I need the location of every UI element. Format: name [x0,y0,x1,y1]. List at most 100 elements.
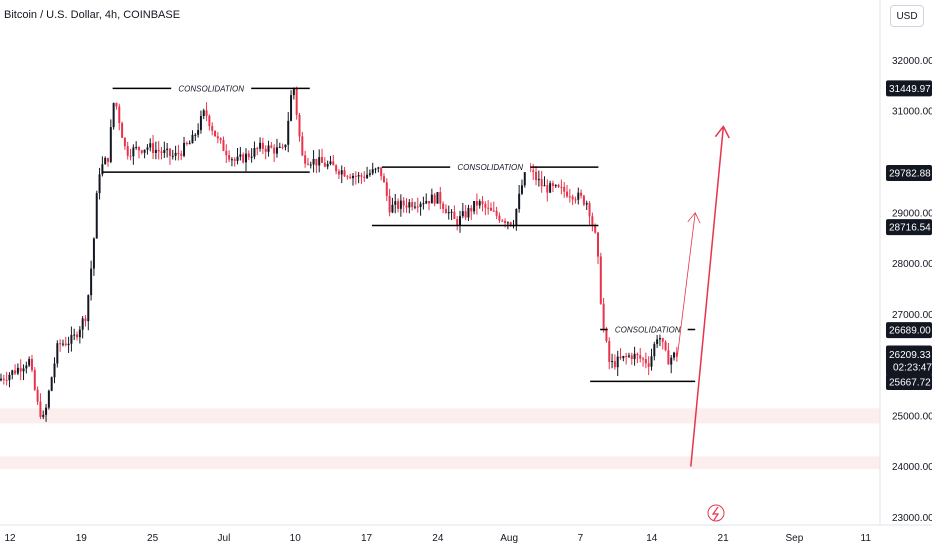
x-tick-label: 24 [432,533,444,544]
candle-body [529,168,532,171]
candle-body [461,211,464,217]
candle-body [250,156,253,158]
candle-body [14,370,17,374]
candle-body [574,199,577,201]
candle-body [199,116,202,131]
price-label [886,322,932,339]
candle-body [211,126,214,131]
x-tick-label: Aug [500,533,518,544]
candle-body [563,186,566,192]
candle-body [50,377,53,391]
lightning-icon-bolt [711,506,720,521]
candle-body [354,175,357,177]
candle-body [402,200,405,206]
candle-body [90,268,93,296]
candle-body [194,134,197,136]
candle-body [450,211,453,213]
candle-body [349,176,352,179]
candle-body [112,103,115,128]
candle-body [549,183,552,193]
candle-body [315,158,318,166]
candle-body [185,142,188,144]
projection-arrow-small-shaft [677,212,696,355]
candle-body [658,337,661,340]
candle-body [580,192,583,196]
candle-body [30,358,33,371]
price-label [886,80,932,97]
candle-body [191,134,194,144]
candle-body [244,153,247,163]
candle-body [391,204,394,213]
candle-body [399,200,402,209]
candle-body [419,203,422,208]
candle-body [152,143,155,154]
candle-body [208,115,211,127]
consolidation-label: CONSOLIDATION [178,84,244,93]
consolidation-label: CONSOLIDATION [615,326,681,335]
candle-body [467,207,470,218]
candle-body [323,162,326,167]
candle-body [188,143,191,145]
currency-button[interactable]: USD [890,5,924,27]
candle-body [154,149,157,154]
candle-body [523,168,526,186]
candle-body [667,350,670,365]
candle-body [214,130,217,137]
candle-body [47,390,50,408]
candle-body [385,182,388,196]
candle-body [76,334,79,338]
candle-body [95,193,98,239]
candle-body [413,206,416,208]
candle-body [16,367,19,374]
candle-body [394,201,397,205]
candle-body [290,95,293,121]
candle-body [518,193,521,210]
y-tick-label: 24000.00 [892,462,932,473]
candle-body [506,222,509,224]
candle-body [535,171,538,181]
candle-body [335,165,338,172]
candle-body [233,159,236,161]
candle-body [137,147,140,151]
candle-body [602,303,605,329]
candle-body [425,200,428,204]
candle-body [382,176,385,183]
candle-body [149,143,152,148]
candle-body [261,142,264,149]
projection-arrow-large-shaft [690,126,725,467]
candle-body [337,171,340,175]
y-tick-label: 32000.00 [892,56,932,67]
candle-body [582,195,585,205]
candle-body [642,358,645,360]
candle-body [478,201,481,206]
lightning-icon [707,504,725,522]
candle-body [177,152,180,154]
candle-body [566,191,569,197]
candle-body [67,343,70,346]
candle-body [39,401,42,417]
consolidation-label: CONSOLIDATION [457,163,523,172]
candle-body [84,318,87,322]
candle-body [121,123,124,138]
candle-body [78,329,81,338]
candle-body [653,344,656,357]
candle-body [484,203,487,208]
candle-body [613,361,616,368]
candle-body [309,164,312,166]
candle-body [295,88,298,115]
candle-body [444,208,447,214]
candle-body [619,356,622,359]
x-tick-label: 14 [646,533,658,544]
candle-body [625,355,628,357]
x-tick-label: 19 [76,533,88,544]
candle-body [25,365,28,369]
x-tick-label: 10 [290,533,302,544]
support-zone [0,408,880,424]
current-price-value: 26209.33 [889,350,931,361]
candle-body [306,163,309,165]
candle-body [433,194,436,204]
candle-body [326,163,329,167]
candle-body [2,378,5,380]
candle-body [650,356,653,367]
